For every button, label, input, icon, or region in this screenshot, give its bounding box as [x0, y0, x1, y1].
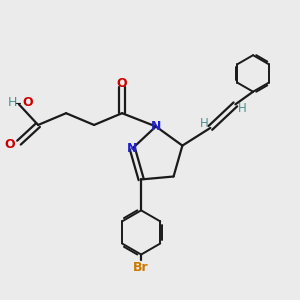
Text: H: H [8, 96, 17, 110]
Text: N: N [127, 142, 137, 155]
Text: O: O [22, 96, 33, 110]
Text: O: O [117, 77, 127, 90]
Text: O: O [5, 138, 15, 151]
Text: H: H [200, 117, 208, 130]
Text: H: H [238, 102, 246, 115]
Text: Br: Br [134, 261, 149, 274]
Text: N: N [151, 120, 162, 133]
